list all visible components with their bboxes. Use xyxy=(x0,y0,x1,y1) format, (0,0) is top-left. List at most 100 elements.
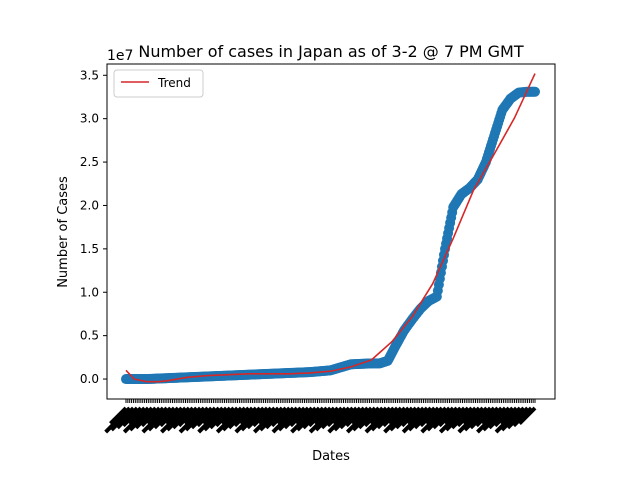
x-tick-label xyxy=(420,406,448,434)
x-tick-label xyxy=(332,406,351,425)
x-tick-label xyxy=(437,406,459,428)
x-tick-label xyxy=(264,406,288,430)
x-tick-label xyxy=(141,406,169,434)
y-tick-label: 0.5 xyxy=(80,329,99,343)
y-tick-label: 3.5 xyxy=(80,68,99,82)
x-tick-label xyxy=(369,406,388,425)
x-tick-label xyxy=(431,406,455,430)
x-tick-label xyxy=(456,406,477,428)
x-tick-label xyxy=(276,406,295,425)
x-tick-label xyxy=(443,406,463,425)
x-tick-label xyxy=(196,406,217,428)
x-tick-label xyxy=(121,406,143,428)
x-tick-label xyxy=(506,406,530,430)
x-tick-label xyxy=(127,406,147,425)
x-tick-label xyxy=(333,406,358,432)
x-tick-label xyxy=(104,406,132,434)
x-tick-label xyxy=(314,406,340,432)
x-tick-label xyxy=(457,406,485,434)
x-tick-label xyxy=(164,406,184,425)
x-tick-label xyxy=(301,406,325,430)
x-tick-label xyxy=(134,406,158,430)
x-tick-label xyxy=(500,406,526,432)
x-tick-label xyxy=(220,406,239,425)
x-tick-label xyxy=(438,406,466,434)
x-tick-label xyxy=(338,406,362,430)
x-tick-label xyxy=(345,406,373,434)
x-tick-label xyxy=(518,406,537,425)
x-tick-label xyxy=(308,406,336,434)
y-axis-label: Number of Cases xyxy=(56,176,71,288)
x-tick-label xyxy=(184,406,210,432)
x-tick-label xyxy=(178,406,206,434)
plot-area xyxy=(106,63,556,400)
x-tick-label xyxy=(469,406,492,430)
x-tick-label xyxy=(110,406,135,432)
chart-title: Number of cases in Japan as of 3-2 @ 7 P… xyxy=(138,42,524,61)
x-tick-label xyxy=(499,406,518,425)
x-tick-label xyxy=(357,406,381,430)
x-tick-label xyxy=(252,406,280,434)
x-tick-label xyxy=(183,406,202,425)
x-tick-label xyxy=(401,406,429,434)
x-tick-label xyxy=(289,406,310,428)
x-tick-label xyxy=(215,406,243,434)
x-tick-label xyxy=(128,406,154,432)
x-tick-label xyxy=(246,406,269,430)
scatter-point xyxy=(530,86,540,97)
x-tick-label xyxy=(283,406,306,430)
x-tick-label xyxy=(481,406,507,432)
x-tick-label xyxy=(203,406,228,432)
legend-box xyxy=(113,69,204,98)
x-tick-label xyxy=(290,406,318,434)
x-tick-label xyxy=(202,406,221,425)
y-tick-label: 1.0 xyxy=(80,285,99,299)
x-tick-label xyxy=(240,406,266,432)
x-tick-label xyxy=(227,406,251,430)
x-tick-label xyxy=(326,406,347,428)
x-tick-label xyxy=(320,406,344,430)
x-tick-label xyxy=(376,406,399,430)
x-tick-label xyxy=(197,406,225,434)
x-tick-label xyxy=(160,406,187,434)
x-tick-label xyxy=(257,406,277,425)
x-tick-label xyxy=(159,406,180,428)
x-tick-label xyxy=(363,406,385,428)
x-tick-label xyxy=(387,406,407,425)
x-tick-label xyxy=(350,406,370,425)
x-tick-label xyxy=(480,406,500,425)
x-tick-label xyxy=(388,406,414,432)
x-tick-label xyxy=(277,406,303,432)
x-tick-label xyxy=(251,406,273,428)
x-tick-label xyxy=(109,406,128,425)
trend-line xyxy=(125,73,536,383)
x-tick-label xyxy=(400,406,422,428)
x-tick-label xyxy=(270,406,292,428)
x-tick-label xyxy=(147,406,173,432)
x-tick-label xyxy=(307,406,329,428)
x-tick-label xyxy=(476,406,503,434)
x-tick-label xyxy=(295,406,321,432)
x-tick-label xyxy=(494,406,522,434)
x-tick-label xyxy=(140,406,161,428)
x-tick-label xyxy=(425,406,444,425)
x-tick-label xyxy=(487,406,511,430)
x-tick-label xyxy=(327,406,355,434)
x-tick-label xyxy=(234,406,262,434)
x-tick-label xyxy=(221,406,247,432)
x-tick-label xyxy=(294,406,314,425)
x-tick-label xyxy=(122,406,150,434)
legend-trend-label: Trend xyxy=(157,76,191,90)
x-tick-label xyxy=(313,406,332,425)
x-tick-label xyxy=(190,406,213,430)
x-tick-label xyxy=(364,406,392,434)
x-tick-label xyxy=(233,406,254,428)
x-tick-label xyxy=(462,406,481,425)
y-axis: 0.0 0.5 1.0 1.5 2.0 2.5 3.0 3.5 xyxy=(80,68,107,386)
x-tick-label xyxy=(115,406,139,430)
x-tick-label xyxy=(383,406,411,434)
x-tick-label xyxy=(165,406,191,432)
x-tick-label xyxy=(208,406,232,430)
x-tick-label xyxy=(258,406,284,432)
